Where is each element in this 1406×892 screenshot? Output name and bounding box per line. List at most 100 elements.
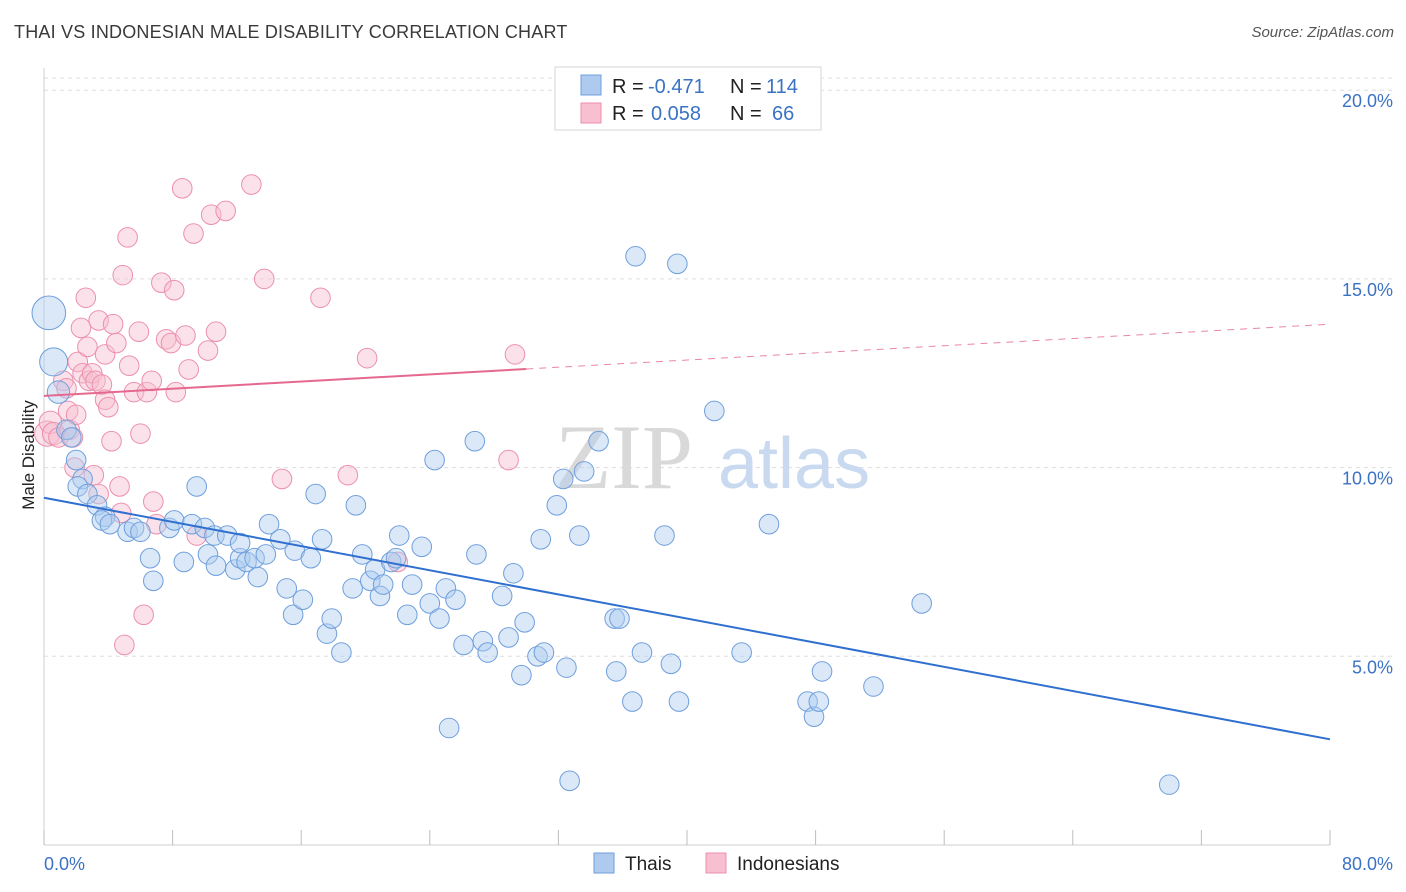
indonesians-point [101, 430, 122, 452]
thais-point [360, 570, 381, 592]
thais-point [503, 562, 524, 584]
thais-point [1158, 774, 1180, 795]
x-axis-ticks [43, 830, 1331, 845]
indonesians-point [128, 321, 150, 343]
y-tick-label: 5.0% [1352, 657, 1393, 677]
thais-point [61, 427, 82, 448]
y-tick-label: 15.0% [1342, 280, 1393, 300]
thais-point [321, 608, 343, 629]
legend-r-label-indonesians: R = [612, 103, 644, 125]
thais-point [31, 295, 67, 331]
thais-point [622, 691, 643, 712]
thais-point [704, 400, 725, 422]
thais-point [604, 608, 625, 629]
thais-point [345, 495, 367, 516]
thais-point [466, 544, 487, 565]
indonesians-point [143, 491, 164, 512]
thais-point [396, 604, 418, 626]
top-legend: R = -0.471 N = 114 R = 0.058 N = 66 [554, 66, 822, 131]
thais-point [530, 529, 552, 550]
thais-trend-line [43, 496, 1331, 741]
thais-point [331, 642, 352, 663]
indonesians-point [117, 227, 138, 248]
thais-point [808, 691, 830, 712]
thais-point [811, 661, 833, 682]
thais-point [668, 691, 690, 712]
thais-point [464, 430, 486, 452]
thais-point [130, 521, 151, 543]
thais-point [300, 547, 322, 569]
indonesians-point [91, 374, 113, 395]
thais-point [605, 661, 627, 682]
thais-point [631, 642, 653, 663]
thais-point [472, 630, 494, 652]
thais-point [445, 589, 466, 610]
thais-point [229, 547, 251, 569]
watermark: ZIP atlas [555, 406, 870, 508]
thais-point [411, 536, 433, 558]
thais-point [514, 612, 535, 633]
indonesians-point [178, 359, 199, 380]
thais-point [559, 770, 580, 792]
thais-point [369, 585, 391, 607]
legend-n-value-indonesians: 66 [772, 103, 794, 125]
thais-points [31, 245, 1180, 795]
watermark-atlas: atlas [718, 424, 870, 504]
thais-point [533, 642, 555, 663]
indonesians-point [504, 344, 526, 365]
indonesians-point [356, 347, 378, 369]
indonesians-point [165, 381, 187, 403]
watermark-zip: ZIP [555, 406, 693, 508]
thais-point [372, 574, 394, 595]
indonesians-point [253, 268, 275, 290]
thais-point [276, 578, 298, 599]
thais-point [388, 525, 410, 546]
y-tick-label: 20.0% [1342, 91, 1393, 111]
trend-lines [43, 323, 1331, 741]
thais-point [39, 347, 69, 377]
thais-point [419, 593, 441, 614]
x-tick-label-min: 0.0% [44, 854, 85, 874]
thais-point [229, 532, 251, 554]
indonesians-point [183, 223, 204, 244]
legend-n-value-thais: 114 [766, 76, 798, 98]
thais-point [123, 517, 145, 539]
indonesians-point [88, 483, 109, 505]
thais-point [186, 476, 208, 497]
legend-n-label-thais: N = [730, 76, 762, 98]
indonesians-point [171, 178, 193, 199]
indonesians-point [337, 464, 359, 486]
bottom-legend-label-indonesians: Indonesians [737, 854, 839, 875]
indonesians-point [136, 381, 158, 403]
y-tick-labels: 5.0% 10.0% 15.0% 20.0% [1342, 91, 1393, 677]
thais-point [552, 468, 574, 490]
thais-point [173, 551, 195, 573]
source-label: Source: ZipAtlas.com [1251, 24, 1394, 41]
thais-point [143, 570, 164, 592]
thais-point [46, 380, 71, 404]
legend-r-value-thais: -0.471 [648, 76, 705, 98]
indonesians-point [310, 287, 331, 309]
thais-point [429, 608, 450, 629]
thais-point [511, 664, 532, 686]
thais-point [625, 245, 646, 267]
indonesians-point [141, 370, 163, 392]
indonesians-point [118, 355, 140, 376]
thais-point [660, 653, 682, 675]
legend-r-value-indonesians: 0.058 [651, 103, 701, 125]
indonesians-points [34, 174, 526, 656]
thais-point [438, 717, 460, 739]
bottom-legend-label-thais: Thais [625, 854, 671, 875]
thais-point [424, 449, 445, 471]
thais-point [797, 691, 818, 712]
thais-point [477, 642, 498, 663]
indonesians-point [163, 279, 185, 301]
thais-point [546, 495, 568, 516]
thais-point [731, 642, 752, 663]
indonesians-trend-extension [526, 323, 1331, 370]
thais-point [556, 657, 577, 678]
indonesians-point [133, 604, 154, 626]
legend-n-label-indonesians: N = [730, 103, 762, 125]
thais-point [247, 566, 269, 588]
